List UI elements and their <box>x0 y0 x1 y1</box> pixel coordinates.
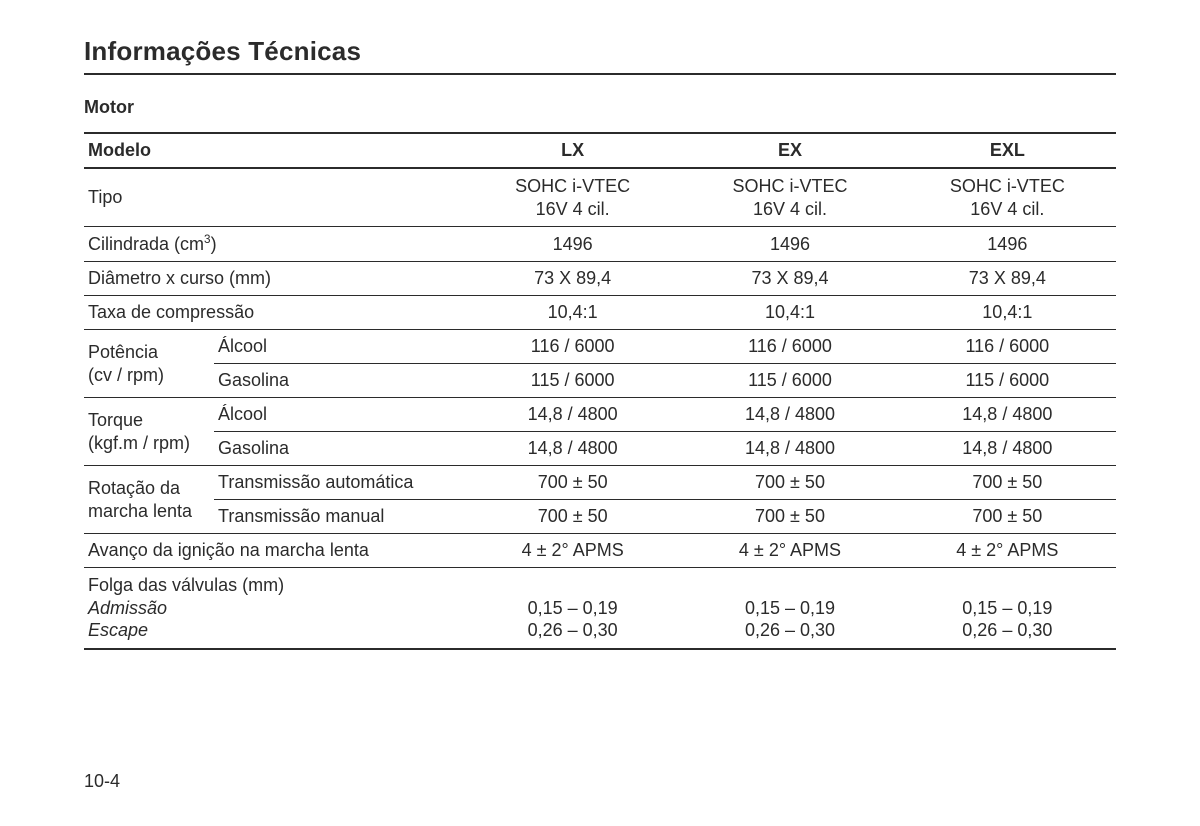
row-torque-gasolina: Gasolina 14,8 / 4800 14,8 / 4800 14,8 / … <box>84 432 1116 466</box>
folga-title: Folga das válvulas (mm) <box>88 575 284 595</box>
cell-ex: 700 ± 50 <box>681 500 898 534</box>
col-ex: EX <box>681 133 898 168</box>
cell-lx: 116 / 6000 <box>464 330 681 364</box>
cell-ex: SOHC i-VTEC 16V 4 cil. <box>681 168 898 227</box>
cell-ex: 116 / 6000 <box>681 330 898 364</box>
tipo-lx-l1: SOHC i-VTEC <box>515 176 630 196</box>
folga-esc-label: Escape <box>88 620 148 640</box>
col-lx: LX <box>464 133 681 168</box>
cell-lx: 10,4:1 <box>464 296 681 330</box>
tq-l2: (kgf.m / rpm) <box>88 433 190 453</box>
row-pot-gasolina: Gasolina 115 / 6000 115 / 6000 115 / 600… <box>84 364 1116 398</box>
col-model: Modelo <box>84 133 464 168</box>
cell-ex: 1496 <box>681 227 898 262</box>
cell-sub-label: Gasolina <box>214 432 464 466</box>
cell-exl: 1496 <box>899 227 1116 262</box>
cell-sub-label: Transmissão manual <box>214 500 464 534</box>
rot-l2: marcha lenta <box>88 501 192 521</box>
cell-exl: 700 ± 50 <box>899 466 1116 500</box>
folga-esc-lx: 0,26 – 0,30 <box>528 620 618 640</box>
cell-exl: 73 X 89,4 <box>899 262 1116 296</box>
folga-esc-exl: 0,26 – 0,30 <box>962 620 1052 640</box>
cell-group-label: Rotação da marcha lenta <box>84 466 214 534</box>
tipo-ex-l1: SOHC i-VTEC <box>732 176 847 196</box>
cell-sub-label: Gasolina <box>214 364 464 398</box>
cell-label: Tipo <box>84 168 464 227</box>
pot-l2: (cv / rpm) <box>88 365 164 385</box>
cell-exl: 115 / 6000 <box>899 364 1116 398</box>
cell-group-label: Torque (kgf.m / rpm) <box>84 398 214 466</box>
row-avanco: Avanço da ignição na marcha lenta 4 ± 2°… <box>84 534 1116 568</box>
row-cilindrada: Cilindrada (cm3) 1496 1496 1496 <box>84 227 1116 262</box>
cell-exl: 4 ± 2° APMS <box>899 534 1116 568</box>
table-header-row: Modelo LX EX EXL <box>84 133 1116 168</box>
tipo-exl-l1: SOHC i-VTEC <box>950 176 1065 196</box>
folga-adm-ex: 0,15 – 0,19 <box>745 598 835 618</box>
cell-label: Folga das válvulas (mm) Admissão Escape <box>84 568 464 649</box>
cell-sub-label: Álcool <box>214 398 464 432</box>
cell-ex: 115 / 6000 <box>681 364 898 398</box>
tipo-lx-l2: 16V 4 cil. <box>536 199 610 219</box>
cell-exl: 700 ± 50 <box>899 500 1116 534</box>
row-diametro: Diâmetro x curso (mm) 73 X 89,4 73 X 89,… <box>84 262 1116 296</box>
row-rot-auto: Rotação da marcha lenta Transmissão auto… <box>84 466 1116 500</box>
cell-exl: 10,4:1 <box>899 296 1116 330</box>
row-pot-alcool: Potência (cv / rpm) Álcool 116 / 6000 11… <box>84 330 1116 364</box>
cell-lx: SOHC i-VTEC 16V 4 cil. <box>464 168 681 227</box>
cell-label: Taxa de compressão <box>84 296 464 330</box>
row-folga: Folga das válvulas (mm) Admissão Escape … <box>84 568 1116 649</box>
cell-ex: 14,8 / 4800 <box>681 398 898 432</box>
cell-exl: 14,8 / 4800 <box>899 398 1116 432</box>
folga-adm-lx: 0,15 – 0,19 <box>528 598 618 618</box>
cell-ex: 700 ± 50 <box>681 466 898 500</box>
tipo-exl-l2: 16V 4 cil. <box>970 199 1044 219</box>
folga-adm-label: Admissão <box>88 598 167 618</box>
cell-label: Avanço da ignição na marcha lenta <box>84 534 464 568</box>
cell-lx: 0,15 – 0,19 0,26 – 0,30 <box>464 568 681 649</box>
pot-l1: Potência <box>88 342 158 362</box>
folga-esc-ex: 0,26 – 0,30 <box>745 620 835 640</box>
row-torque-alcool: Torque (kgf.m / rpm) Álcool 14,8 / 4800 … <box>84 398 1116 432</box>
cell-group-label: Potência (cv / rpm) <box>84 330 214 398</box>
row-rot-man: Transmissão manual 700 ± 50 700 ± 50 700… <box>84 500 1116 534</box>
tq-l1: Torque <box>88 410 143 430</box>
page-number: 10-4 <box>84 771 120 792</box>
cell-lx: 73 X 89,4 <box>464 262 681 296</box>
page-title: Informações Técnicas <box>84 36 1116 75</box>
cell-sub-label: Transmissão automática <box>214 466 464 500</box>
cell-ex: 73 X 89,4 <box>681 262 898 296</box>
folga-adm-exl: 0,15 – 0,19 <box>962 598 1052 618</box>
spec-table: Modelo LX EX EXL Tipo SOHC i-VTEC 16V 4 … <box>84 132 1116 650</box>
cell-label: Diâmetro x curso (mm) <box>84 262 464 296</box>
cell-lx: 4 ± 2° APMS <box>464 534 681 568</box>
section-label: Motor <box>84 97 1116 118</box>
row-tipo: Tipo SOHC i-VTEC 16V 4 cil. SOHC i-VTEC … <box>84 168 1116 227</box>
cell-lx: 700 ± 50 <box>464 466 681 500</box>
tipo-ex-l2: 16V 4 cil. <box>753 199 827 219</box>
cell-ex: 4 ± 2° APMS <box>681 534 898 568</box>
cell-lx: 14,8 / 4800 <box>464 398 681 432</box>
cell-lx: 14,8 / 4800 <box>464 432 681 466</box>
cell-lx: 1496 <box>464 227 681 262</box>
cell-lx: 115 / 6000 <box>464 364 681 398</box>
cell-exl: 0,15 – 0,19 0,26 – 0,30 <box>899 568 1116 649</box>
cil-post: ) <box>211 234 217 254</box>
spec-page: Informações Técnicas Motor Modelo LX EX … <box>0 0 1200 650</box>
col-exl: EXL <box>899 133 1116 168</box>
cell-ex: 10,4:1 <box>681 296 898 330</box>
cil-pre: Cilindrada (cm <box>88 234 204 254</box>
rot-l1: Rotação da <box>88 478 180 498</box>
row-taxa: Taxa de compressão 10,4:1 10,4:1 10,4:1 <box>84 296 1116 330</box>
cell-lx: 700 ± 50 <box>464 500 681 534</box>
cell-ex: 14,8 / 4800 <box>681 432 898 466</box>
cell-ex: 0,15 – 0,19 0,26 – 0,30 <box>681 568 898 649</box>
cell-exl: 14,8 / 4800 <box>899 432 1116 466</box>
cell-exl: 116 / 6000 <box>899 330 1116 364</box>
cell-label: Cilindrada (cm3) <box>84 227 464 262</box>
cell-sub-label: Álcool <box>214 330 464 364</box>
cell-exl: SOHC i-VTEC 16V 4 cil. <box>899 168 1116 227</box>
